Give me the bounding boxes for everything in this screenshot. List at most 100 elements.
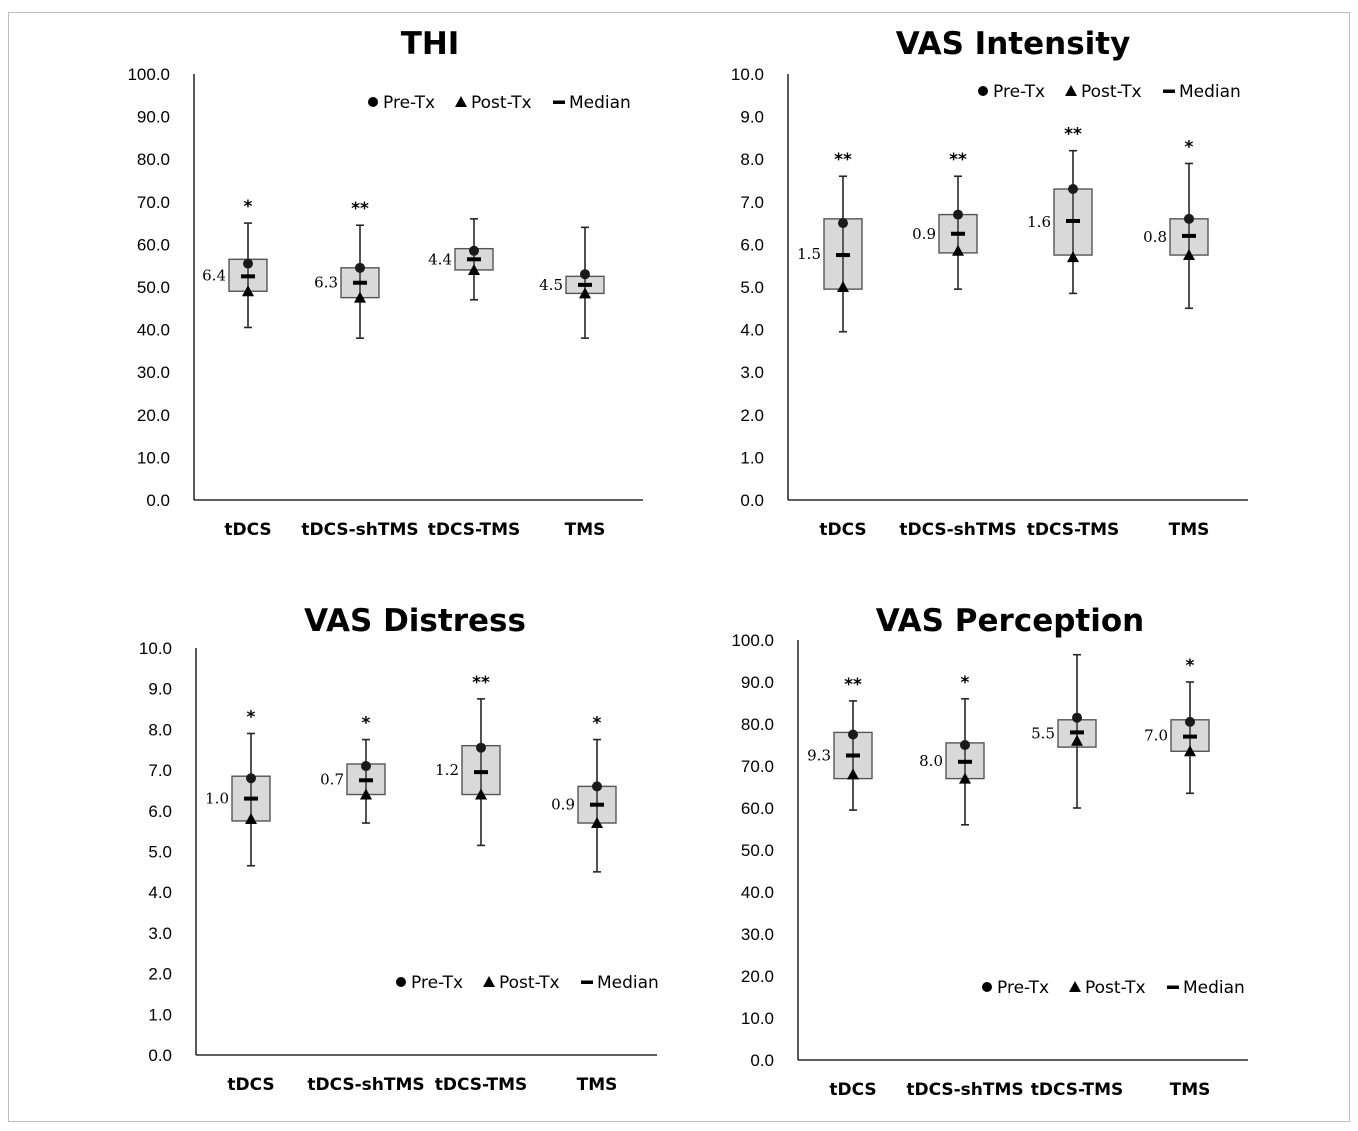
y-tick-label: 4.0: [740, 321, 764, 340]
y-tick-label: 100.0: [731, 631, 774, 650]
pre-tx-marker: [246, 773, 256, 784]
y-tick-label: 90.0: [741, 673, 774, 692]
y-tick-label: 30.0: [137, 363, 170, 382]
delta-label: 1.0: [205, 790, 229, 808]
legend-median-marker: [1163, 89, 1175, 93]
legend-median-marker: [581, 980, 593, 984]
legend-median-label: Median: [1179, 82, 1241, 102]
category-label: tDCS: [829, 1080, 876, 1100]
y-tick-label: 20.0: [741, 967, 774, 986]
y-tick-label: 9.0: [148, 680, 172, 699]
post-tx-marker: [847, 768, 859, 780]
pre-tx-marker: [1185, 716, 1195, 727]
delta-label: 9.3: [807, 747, 831, 765]
category-label: tDCS: [819, 520, 866, 540]
category-label: tDCS: [227, 1075, 274, 1095]
median-marker: [846, 753, 860, 758]
median-marker: [1183, 734, 1197, 739]
y-tick-label: 80.0: [741, 715, 774, 734]
y-tick-label: 2.0: [148, 965, 172, 984]
post-tx-marker: [959, 772, 971, 784]
delta-label: 8.0: [919, 752, 943, 770]
legend-median-marker: [553, 100, 565, 104]
post-tx-marker: [242, 285, 254, 297]
legend-post-marker: [455, 96, 467, 107]
median-marker: [244, 796, 258, 801]
legend-pre-marker: [368, 97, 378, 107]
y-tick-label: 9.0: [740, 108, 764, 127]
median-marker: [1182, 233, 1196, 238]
legend-post-marker: [1065, 85, 1077, 96]
significance-label: *: [244, 197, 253, 217]
delta-label: 7.0: [1144, 727, 1168, 745]
y-tick-label: 6.0: [148, 802, 172, 821]
category-label: tDCS-TMS: [435, 1075, 528, 1095]
post-tx-marker: [591, 817, 603, 829]
chart-title: THI: [401, 26, 460, 62]
pre-tx-marker: [243, 258, 253, 269]
legend-pre-marker: [396, 977, 406, 987]
y-tick-label: 2.0: [740, 406, 764, 425]
category-label: tDCS: [224, 520, 271, 540]
category-label: tDCS-shTMS: [899, 520, 1016, 540]
significance-label: *: [247, 707, 256, 727]
category-label: TMS: [1170, 1080, 1211, 1100]
median-marker: [590, 802, 604, 807]
delta-label: 0.7: [320, 770, 344, 788]
y-tick-label: 1.0: [148, 1005, 172, 1024]
significance-label: **: [949, 150, 967, 170]
y-tick-label: 80.0: [137, 150, 170, 169]
legend-pre-label: Pre-Tx: [993, 82, 1045, 102]
median-marker: [241, 274, 255, 279]
chart-panel-3: VAS Distress 0.0 1.0 2.0 3.0 4.0 5.0 6.0 7.0 8.0 9…: [139, 603, 659, 1095]
y-tick-label: 50.0: [741, 841, 774, 860]
pre-tx-marker: [592, 781, 602, 792]
legend-post-label: Post-Tx: [1085, 978, 1146, 998]
significance-label: *: [593, 714, 602, 734]
significance-label: *: [1186, 656, 1195, 676]
post-tx-marker: [468, 263, 480, 275]
significance-label: **: [1064, 125, 1082, 145]
legend-post-label: Post-Tx: [1081, 82, 1142, 102]
pre-tx-marker: [838, 218, 848, 229]
category-label: TMS: [565, 520, 606, 540]
category-label: tDCS-TMS: [1031, 1080, 1124, 1100]
post-tx-marker: [837, 281, 849, 292]
y-tick-label: 70.0: [741, 757, 774, 776]
chart-panel-1: THI 0.0 10.0 20.0 30.0 40.0 50.0 60.0 70.0 80.0 90…: [127, 26, 643, 540]
chart-title: VAS Distress: [304, 603, 526, 639]
chart-title: VAS Perception: [876, 603, 1144, 639]
median-marker: [1066, 218, 1080, 223]
pre-tx-marker: [469, 245, 479, 256]
figure-frame: [8, 12, 1350, 1122]
legend-post-marker: [483, 976, 495, 987]
median-marker: [467, 257, 481, 262]
legend-median-label: Median: [1183, 978, 1245, 998]
significance-label: *: [362, 714, 371, 734]
category-label: TMS: [1169, 520, 1210, 540]
delta-label: 4.4: [428, 250, 452, 268]
delta-label: 1.5: [797, 245, 821, 263]
significance-label: *: [961, 673, 970, 693]
y-tick-label: 10.0: [741, 1009, 774, 1028]
delta-label: 5.5: [1031, 724, 1055, 742]
y-tick-label: 10.0: [139, 639, 172, 658]
legend: Pre-Tx Post-Tx Median: [978, 82, 1241, 102]
pre-tx-marker: [953, 209, 963, 220]
significance-label: **: [351, 199, 369, 219]
median-marker: [1070, 730, 1084, 735]
category-label: TMS: [577, 1075, 618, 1095]
y-tick-label: 3.0: [148, 924, 172, 943]
pre-tx-marker: [1184, 213, 1194, 224]
y-tick-label: 40.0: [137, 321, 170, 340]
median-marker: [353, 280, 367, 285]
delta-label: 6.4: [202, 266, 226, 284]
y-tick-label: 20.0: [137, 406, 170, 425]
y-tick-label: 50.0: [137, 278, 170, 297]
y-tick-label: 7.0: [740, 193, 764, 212]
y-tick-label: 10.0: [137, 448, 170, 467]
y-tick-label: 90.0: [137, 108, 170, 127]
category-label: tDCS-shTMS: [301, 520, 418, 540]
y-tick-label: 40.0: [741, 883, 774, 902]
median-marker: [951, 231, 965, 236]
